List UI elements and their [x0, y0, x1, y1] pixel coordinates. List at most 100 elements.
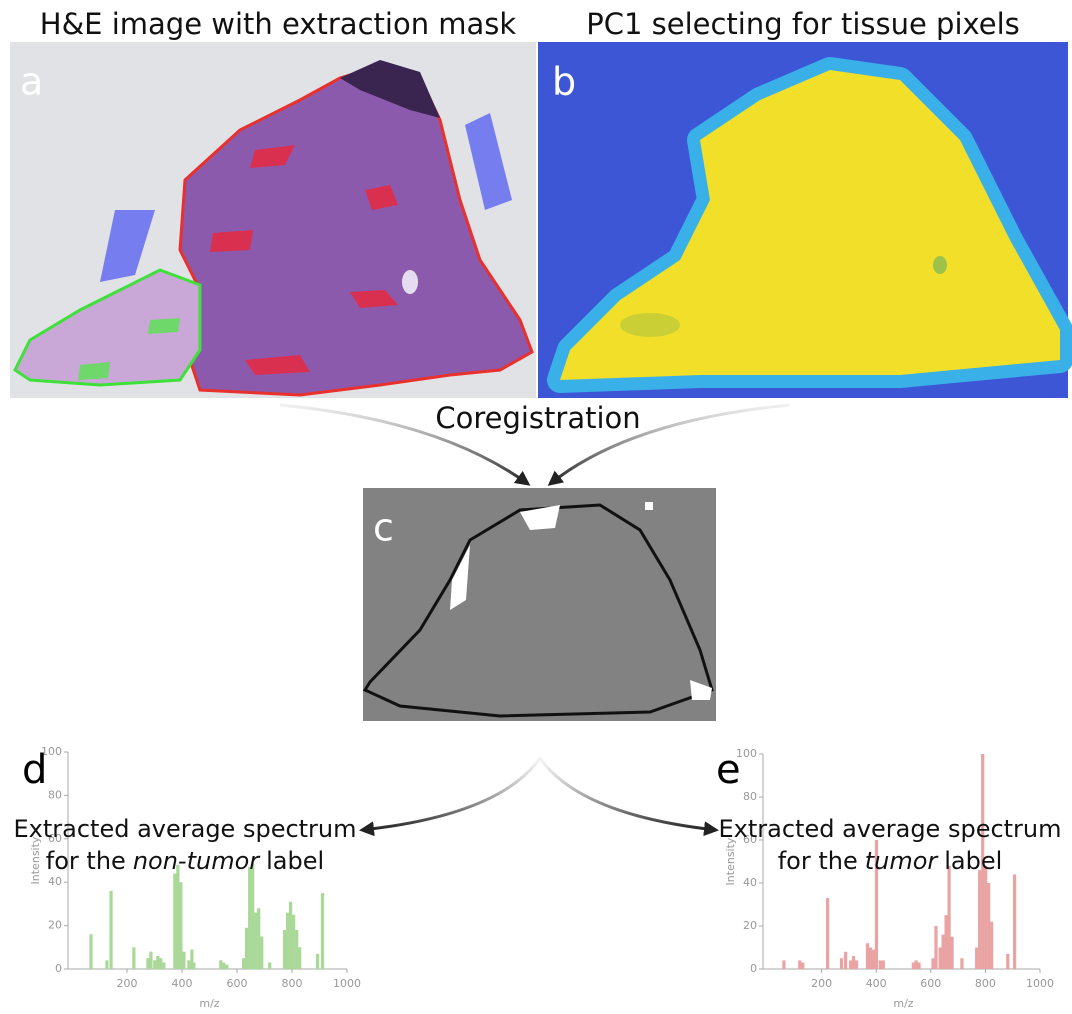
pc1-image	[538, 42, 1068, 398]
spectrum-bar	[289, 902, 292, 969]
coregistration-label: Coregistration	[435, 401, 640, 435]
x-tick-label: 200	[117, 977, 138, 990]
annotation: Extracted average spectrum	[13, 815, 356, 843]
spectrum-bar	[944, 915, 947, 969]
y-tick-label: 0	[55, 962, 62, 975]
spectrum-bar	[912, 963, 915, 969]
panel-letter: e	[716, 747, 741, 793]
arrow	[540, 758, 716, 830]
spectrum-bar	[960, 958, 963, 969]
x-tick-label: 600	[920, 977, 941, 990]
spectrum-bar	[931, 958, 934, 969]
spectrum-bar	[855, 960, 858, 969]
spectrum-bar	[153, 960, 156, 969]
spectrum-bar	[869, 948, 872, 970]
spectrum-bar	[950, 937, 953, 969]
x-axis-label: m/z	[893, 997, 913, 1010]
annotation-text: label	[266, 847, 324, 875]
y-tick-label: 80	[48, 788, 62, 801]
x-tick-label: 800	[282, 977, 303, 990]
spectrum-bar	[268, 962, 271, 969]
spectrum-bar	[984, 866, 987, 969]
spectrum-bar	[162, 962, 165, 969]
x-axis-label: m/z	[199, 997, 219, 1010]
spectrum-bar	[882, 960, 885, 969]
figure: H&E image with extraction mask PC1 selec…	[0, 0, 1072, 1014]
spectrum-bar	[89, 934, 92, 969]
spectrum-bar	[978, 870, 981, 969]
spectrum-bar	[1006, 954, 1009, 969]
spectrum-bar	[159, 958, 162, 969]
panel-letter: a	[20, 60, 43, 104]
spectrum-bar	[938, 948, 941, 970]
spectrum-bar	[941, 935, 944, 969]
spectrum-bar	[173, 874, 176, 969]
annotation-text: for the	[46, 847, 126, 875]
spectrum-bar	[254, 913, 257, 969]
x-tick-label: 1000	[1026, 977, 1054, 990]
spectrum-bar	[251, 863, 254, 969]
spectrum-bar	[987, 883, 990, 969]
spectrum-bar	[866, 943, 869, 969]
spectrum-bar	[286, 913, 289, 969]
annotation-emphasis: non-tumor	[133, 847, 261, 875]
spectrum-bar	[257, 908, 260, 969]
spectrum-bar	[149, 952, 152, 969]
spectrum-bar	[283, 930, 286, 969]
spectrum-bar	[192, 962, 195, 969]
spectrum-bar	[156, 956, 159, 969]
x-tick-label: 1000	[333, 977, 361, 990]
spectrum-bar	[219, 960, 222, 969]
spectrum-bar	[872, 950, 875, 969]
spectrum-bar	[917, 963, 920, 969]
spectrum-bar	[298, 947, 301, 969]
spectrum-bar	[934, 926, 937, 969]
spectrum-bar	[782, 960, 785, 969]
spectrum-bar	[105, 960, 108, 969]
spectrum-bar	[132, 947, 135, 969]
y-tick-label: 0	[750, 962, 757, 975]
panel-title: H&E image with extraction mask	[40, 7, 517, 41]
y-tick-label: 80	[743, 790, 757, 803]
y-tick-label: 40	[48, 875, 62, 888]
arrow	[362, 758, 540, 830]
spectrum-bar	[292, 915, 295, 969]
spectrum-bar	[879, 960, 882, 969]
spectrum-bar	[109, 891, 112, 969]
spectrum-bar	[176, 865, 179, 969]
annotation-text: label	[944, 847, 1002, 875]
annotation-text: for the	[778, 847, 858, 875]
spectrum-bar	[840, 958, 843, 969]
spectrum-bar	[914, 960, 917, 969]
spectrum-bar	[245, 928, 248, 969]
spectrum-bar	[975, 948, 978, 970]
coregistration-image	[363, 488, 716, 721]
spectrum-bar	[225, 965, 228, 969]
spectrum-bar	[826, 898, 829, 969]
spectrum-bar	[248, 867, 251, 969]
y-tick-label: 40	[743, 876, 757, 889]
spectrum-bar	[146, 958, 149, 969]
panel-letter: c	[373, 506, 394, 550]
spectrum-bar	[222, 962, 225, 969]
x-tick-label: 400	[866, 977, 887, 990]
y-tick-label: 20	[743, 919, 757, 932]
panel-letter: b	[552, 60, 576, 104]
panel-title: PC1 selecting for tissue pixels	[586, 7, 1020, 41]
panel-letter: d	[22, 747, 47, 793]
x-tick-label: 400	[172, 977, 193, 990]
spectrum-chart: 0204060801002004006008001000m/zIntensity…	[716, 747, 1062, 1010]
spectrum-bar	[798, 960, 801, 969]
annotation-emphasis: tumor	[865, 847, 940, 875]
spectrum-bar	[187, 960, 190, 969]
spectrum-bar	[260, 936, 263, 969]
x-tick-label: 600	[227, 977, 248, 990]
y-tick-label: 20	[48, 919, 62, 932]
spectrum-bar	[844, 952, 847, 969]
spectrum-bar	[849, 960, 852, 969]
spectrum-bar	[321, 893, 324, 969]
spectrum-bar	[801, 963, 804, 969]
y-axis-label: Intensity	[29, 836, 42, 884]
